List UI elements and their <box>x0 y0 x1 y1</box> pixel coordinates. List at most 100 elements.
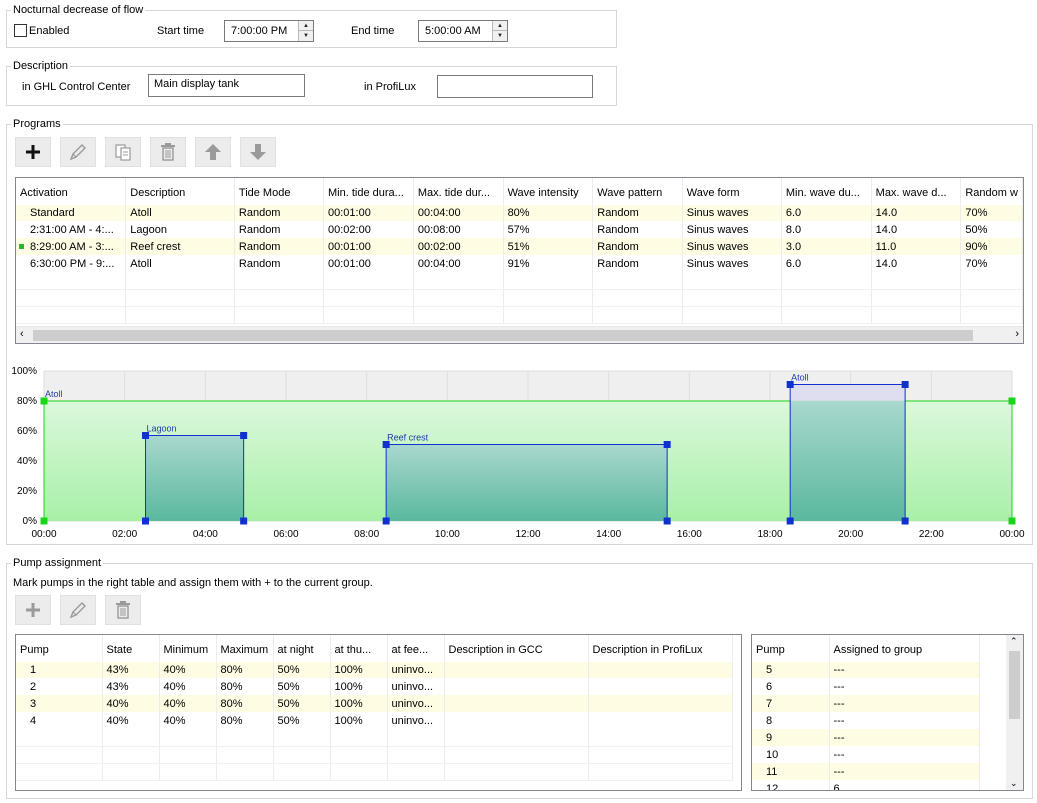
column-header[interactable]: Tide Mode <box>234 178 325 205</box>
column-header[interactable]: Wave form <box>682 178 782 205</box>
column-header[interactable]: Description in GCC <box>444 635 589 662</box>
empty-cell <box>273 763 331 781</box>
table-cell: 100% <box>330 712 388 729</box>
scroll-thumb[interactable] <box>33 330 973 341</box>
empty-cell <box>323 306 414 324</box>
column-header[interactable]: Minimum <box>159 635 217 662</box>
table-cell: 40% <box>102 712 160 729</box>
column-header[interactable]: Description in ProfiLux <box>588 635 733 662</box>
table-row[interactable]: 8 --- <box>752 712 980 729</box>
table-cell: 11 <box>752 763 830 780</box>
empty-cell <box>159 729 217 747</box>
column-header[interactable]: Min. wave du... <box>781 178 872 205</box>
column-header[interactable]: Assigned to group <box>829 635 980 662</box>
edit-program-button[interactable] <box>60 137 96 167</box>
table-cell: 8 <box>752 712 830 729</box>
table-row[interactable]: 4 40% 40% 80% 50% 100% uninvo... <box>16 712 733 729</box>
table-cell: --- <box>829 712 980 729</box>
add-program-button[interactable] <box>15 137 51 167</box>
table-row[interactable]: 10 --- <box>752 746 980 763</box>
move-down-button[interactable] <box>240 137 276 167</box>
table-row[interactable]: 12 6 <box>752 780 980 790</box>
end-time-up-icon[interactable]: ▲ <box>493 21 507 31</box>
column-header[interactable]: Pump <box>16 635 103 662</box>
table-row[interactable]: Standard Atoll Random 00:01:00 00:04:00 80% Ra… <box>16 204 1023 221</box>
tide-chart[interactable]: 0% 20% 40% 60% 80% 100% 00:00 02:00 04:00 06:00 08… <box>7 357 1031 543</box>
remove-pump-button[interactable] <box>105 595 141 625</box>
pump-group-table[interactable]: Pump Assigned to group 5 --- 6 --- 7 --- 8 --- 9-… <box>751 634 1024 791</box>
table-cell: 4 <box>16 712 103 729</box>
table-row[interactable]: 2 43% 40% 80% 50% 100% uninvo... <box>16 678 733 695</box>
pump-assignment-group: Pump assignment Mark pumps in the right … <box>6 556 1033 799</box>
column-header[interactable]: Max. wave d... <box>871 178 962 205</box>
table-cell: Random <box>234 238 325 255</box>
table-cell: Random <box>234 221 325 238</box>
table-cell: 2:31:00 AM - 4:... <box>16 221 127 238</box>
enabled-checkbox[interactable] <box>14 24 27 37</box>
column-header[interactable]: Pump <box>752 635 830 662</box>
column-header[interactable]: Activation <box>16 178 127 205</box>
programs-table[interactable]: Activation Description Tide Mode Min. tide … <box>15 177 1024 344</box>
table-row[interactable]: 5 --- <box>752 661 980 678</box>
table-row[interactable]: 11 --- <box>752 763 980 780</box>
table-cell: 6 <box>752 678 830 695</box>
column-header[interactable]: Maximum <box>216 635 274 662</box>
table-cell: Random <box>234 204 325 221</box>
scroll-thumb[interactable] <box>1009 651 1020 719</box>
table-cell <box>444 678 589 695</box>
start-time-up-icon[interactable]: ▲ <box>299 21 313 31</box>
edit-pump-button[interactable] <box>60 595 96 625</box>
table-row[interactable]: 9 --- <box>752 729 980 746</box>
table-cell: 8:29:00 AM - 3:... <box>16 238 127 255</box>
empty-cell <box>330 763 388 781</box>
table-row[interactable]: 3 40% 40% 80% 50% 100% uninvo... <box>16 695 733 712</box>
assign-pump-button[interactable] <box>15 595 51 625</box>
gcc-description-input[interactable]: Main display tank <box>148 74 305 97</box>
end-time-down-icon[interactable]: ▼ <box>497 33 503 39</box>
scroll-right-icon[interactable]: › <box>1015 328 1019 340</box>
column-header[interactable]: at night <box>273 635 331 662</box>
column-header[interactable]: at thu... <box>330 635 388 662</box>
start-time-down-icon[interactable]: ▼ <box>303 33 309 39</box>
empty-cell <box>273 746 331 764</box>
table-row[interactable]: 6 --- <box>752 678 980 695</box>
table-row[interactable]: 2:31:00 AM - 4:... Lagoon Random 00:02:00 00… <box>16 221 1023 238</box>
start-time-label: Start time <box>157 25 205 37</box>
profilux-description-input[interactable] <box>437 75 593 98</box>
column-header[interactable]: Wave intensity <box>503 178 594 205</box>
scroll-left-icon[interactable]: ‹ <box>20 328 24 340</box>
table-row[interactable]: 6:30:00 PM - 9:... Atoll Random 00:01:00 00:… <box>16 255 1023 272</box>
programs-horizontal-scrollbar[interactable]: ‹ › <box>16 326 1023 343</box>
scroll-down-icon[interactable]: ⌄ <box>1010 778 1018 788</box>
column-header[interactable]: Random w <box>960 178 1023 205</box>
drag-handle <box>142 517 150 525</box>
table-cell: --- <box>829 763 980 780</box>
empty-cell <box>588 763 733 781</box>
column-header[interactable]: at fee... <box>387 635 445 662</box>
table-cell: 43% <box>102 661 160 678</box>
copy-program-button[interactable] <box>105 137 141 167</box>
table-cell: 40% <box>159 695 217 712</box>
table-row[interactable]: 7 --- <box>752 695 980 712</box>
table-row[interactable]: 8:29:00 AM - 3:... Reef crest Random 00:01:… <box>16 238 1023 255</box>
table-cell: 2 <box>16 678 103 695</box>
empty-cell <box>588 729 733 747</box>
arrow-up-icon <box>205 144 221 160</box>
start-time-spinner[interactable]: 7:00:00 PM ▲ ▼ <box>224 20 314 42</box>
series-label: Atoll <box>45 389 63 399</box>
x-tick-label: 06:00 <box>273 529 298 540</box>
delete-program-button[interactable] <box>150 137 186 167</box>
column-header[interactable]: State <box>102 635 160 662</box>
end-time-spinner[interactable]: 5:00:00 AM ▲ ▼ <box>418 20 508 42</box>
move-up-button[interactable] <box>195 137 231 167</box>
column-header[interactable]: Description <box>125 178 235 205</box>
column-header[interactable]: Min. tide dura... <box>323 178 414 205</box>
table-row[interactable]: 1 43% 40% 80% 50% 100% uninvo... <box>16 661 733 678</box>
column-header[interactable]: Max. tide dur... <box>413 178 504 205</box>
pump-group-vertical-scrollbar[interactable]: ⌃ ⌄ <box>1006 635 1023 790</box>
pump-table[interactable]: Pump State Minimum Maximum at night at thu...… <box>15 634 742 791</box>
scroll-up-icon[interactable]: ⌃ <box>1010 636 1018 646</box>
empty-cell <box>16 746 103 764</box>
table-cell: Random <box>592 221 683 238</box>
column-header[interactable]: Wave pattern <box>592 178 683 205</box>
